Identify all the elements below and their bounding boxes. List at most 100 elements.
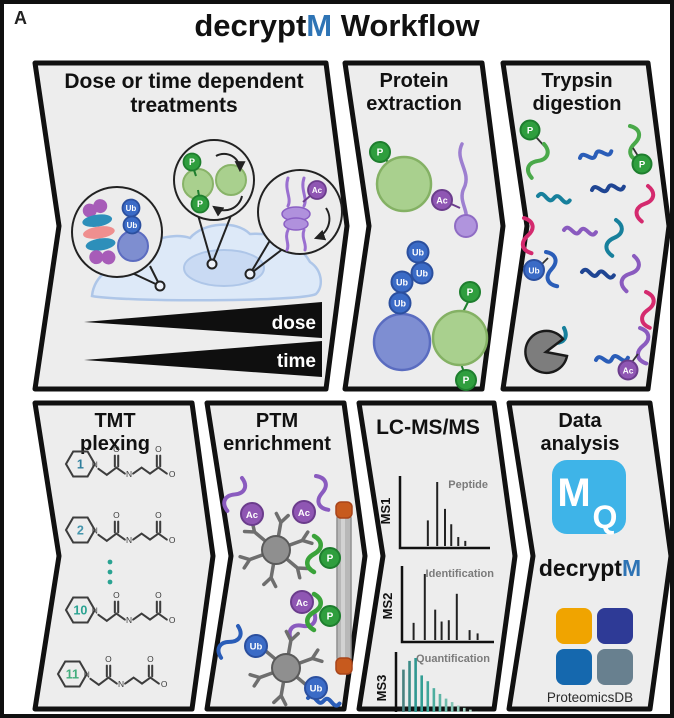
ubiquitin-peptide (215, 623, 244, 661)
time-label: time (277, 351, 316, 372)
svg-text:Ac: Ac (312, 186, 323, 195)
title-part-workflow: Workflow (332, 8, 480, 43)
ubiquitin-badge: Ub (410, 261, 434, 285)
phospho-badge: P (631, 153, 653, 175)
panel-extraction-title: Protein extraction (366, 70, 462, 115)
ubiquitin-badge: Ub (406, 240, 430, 264)
svg-text:MS1: MS1 (378, 498, 393, 525)
svg-text:Ub: Ub (396, 278, 408, 288)
tmt-structure-1: 1 N O N O O (64, 444, 176, 479)
svg-text:O: O (113, 590, 120, 600)
panel-analysis-art: M Q (552, 460, 633, 685)
svg-text:Peptide: Peptide (448, 479, 488, 491)
tmt-structure-11: 11 N O N O O (56, 654, 168, 689)
trypsin-pacman-icon (524, 329, 569, 375)
title-part-decrypt: decrypt (194, 8, 307, 43)
cell-anchor-node (244, 268, 256, 280)
panel-tmt-outline (32, 400, 216, 712)
panel-treatments: Dose or time dependent treatments (32, 60, 350, 392)
title-part-m: M (306, 8, 333, 43)
phospho-badge: P (455, 369, 477, 391)
phospho-badge: P (369, 141, 391, 163)
svg-text:11: 11 (66, 668, 79, 682)
panel-extraction: Protein extraction P Ac Ub Ub Ub Ub P (342, 60, 506, 392)
acetyl-lipid-tail (458, 142, 468, 220)
svg-text:O: O (169, 535, 176, 545)
svg-text:O: O (155, 510, 162, 520)
phospho-badge: P (319, 605, 341, 627)
panel-ptm-title: PTM enrichment (223, 410, 331, 455)
phospho-badge: P (519, 119, 541, 141)
panel-digestion-title: Trypsin digestion (532, 70, 622, 115)
acetyl-badge: Ac (617, 359, 639, 381)
proteomicsdb-logo (556, 608, 633, 685)
panel-treatments-art: Ub Ub P P (71, 139, 343, 377)
svg-text:P: P (639, 160, 646, 171)
phospho-badge: P (182, 152, 202, 172)
svg-text:O: O (169, 469, 176, 479)
tmt-structure-2: 2 N O N O O (64, 510, 176, 545)
svg-text:Ub: Ub (394, 299, 406, 309)
svg-text:P: P (327, 612, 334, 623)
phospho-protein (375, 155, 433, 213)
acetyl-badge: Ac (307, 180, 327, 200)
decryptm-logo-text: decryptM (538, 555, 642, 581)
ubiquitin-badge: Ub (304, 676, 328, 700)
ubiquitinated-protein (372, 312, 432, 372)
protein-blob (215, 164, 247, 196)
svg-text:O: O (105, 654, 112, 664)
panel-extraction-art: P Ac Ub Ub Ub Ub P P (369, 141, 489, 391)
receptor-icon (285, 176, 307, 252)
magnifier-proteasome: Ub Ub (71, 186, 163, 278)
svg-text:1: 1 (77, 458, 84, 472)
cell-nucleus (183, 249, 265, 287)
svg-text:Ub: Ub (127, 221, 138, 230)
page-title: decryptM Workflow (4, 8, 670, 44)
svg-text:Ac: Ac (623, 366, 634, 376)
ubiquitin-badge: Ub (388, 291, 412, 315)
svg-text:Ub: Ub (412, 248, 424, 258)
svg-text:Ub: Ub (416, 269, 428, 279)
maxquant-logo: M Q (552, 460, 626, 535)
svg-text:N: N (92, 460, 98, 470)
ubiquitinated-protein (117, 230, 149, 262)
svg-text:MS2: MS2 (380, 593, 395, 620)
svg-text:MS3: MS3 (374, 675, 389, 702)
panel-analysis-title: Data analysis (540, 410, 620, 455)
svg-text:O: O (113, 510, 120, 520)
svg-text:N: N (126, 535, 132, 545)
panel-ptm-art: Ac Ac Ac P P Ub Ub (204, 471, 353, 709)
magnifier-receptor: Ac (257, 169, 343, 255)
svg-text:N: N (126, 615, 132, 625)
svg-text:P: P (189, 157, 195, 167)
svg-text:O: O (161, 679, 168, 689)
svg-text:Identification: Identification (426, 568, 495, 580)
phospho-protein (431, 309, 489, 367)
svg-text:O: O (147, 654, 154, 664)
svg-text:N: N (84, 670, 90, 680)
acetyl-badge: Ac (290, 590, 314, 614)
figure-panel-letter: A (14, 8, 27, 28)
panel-lcmsms-title: LC-MS/MS (376, 416, 480, 439)
svg-text:M: M (557, 471, 590, 515)
svg-text:N: N (126, 469, 132, 479)
dose-wedge: dose (84, 302, 322, 338)
cell-anchor-node (206, 258, 218, 270)
svg-text:P: P (327, 554, 334, 565)
svg-text:Ac: Ac (298, 508, 310, 519)
ubiquitin-badge: Ub (244, 634, 268, 658)
svg-text:P: P (463, 376, 470, 387)
time-wedge: time (84, 341, 322, 377)
panel-tmt: TMT plexing 1 N O N O O 2 N (32, 400, 216, 712)
cycle-arrow (212, 195, 243, 217)
ubiquitin-badge: Ub (523, 259, 545, 281)
phospho-badge: P (459, 281, 481, 303)
phospho-badge: P (190, 194, 210, 214)
ms1-spectrum: Peptide MS1 (378, 476, 490, 550)
panel-treatments-title: Dose or time dependent treatments (64, 70, 304, 117)
panel-tmt-title: TMT plexing (79, 410, 150, 455)
svg-text:Ac: Ac (246, 510, 258, 521)
svg-text:O: O (169, 615, 176, 625)
svg-text:N: N (118, 679, 124, 689)
